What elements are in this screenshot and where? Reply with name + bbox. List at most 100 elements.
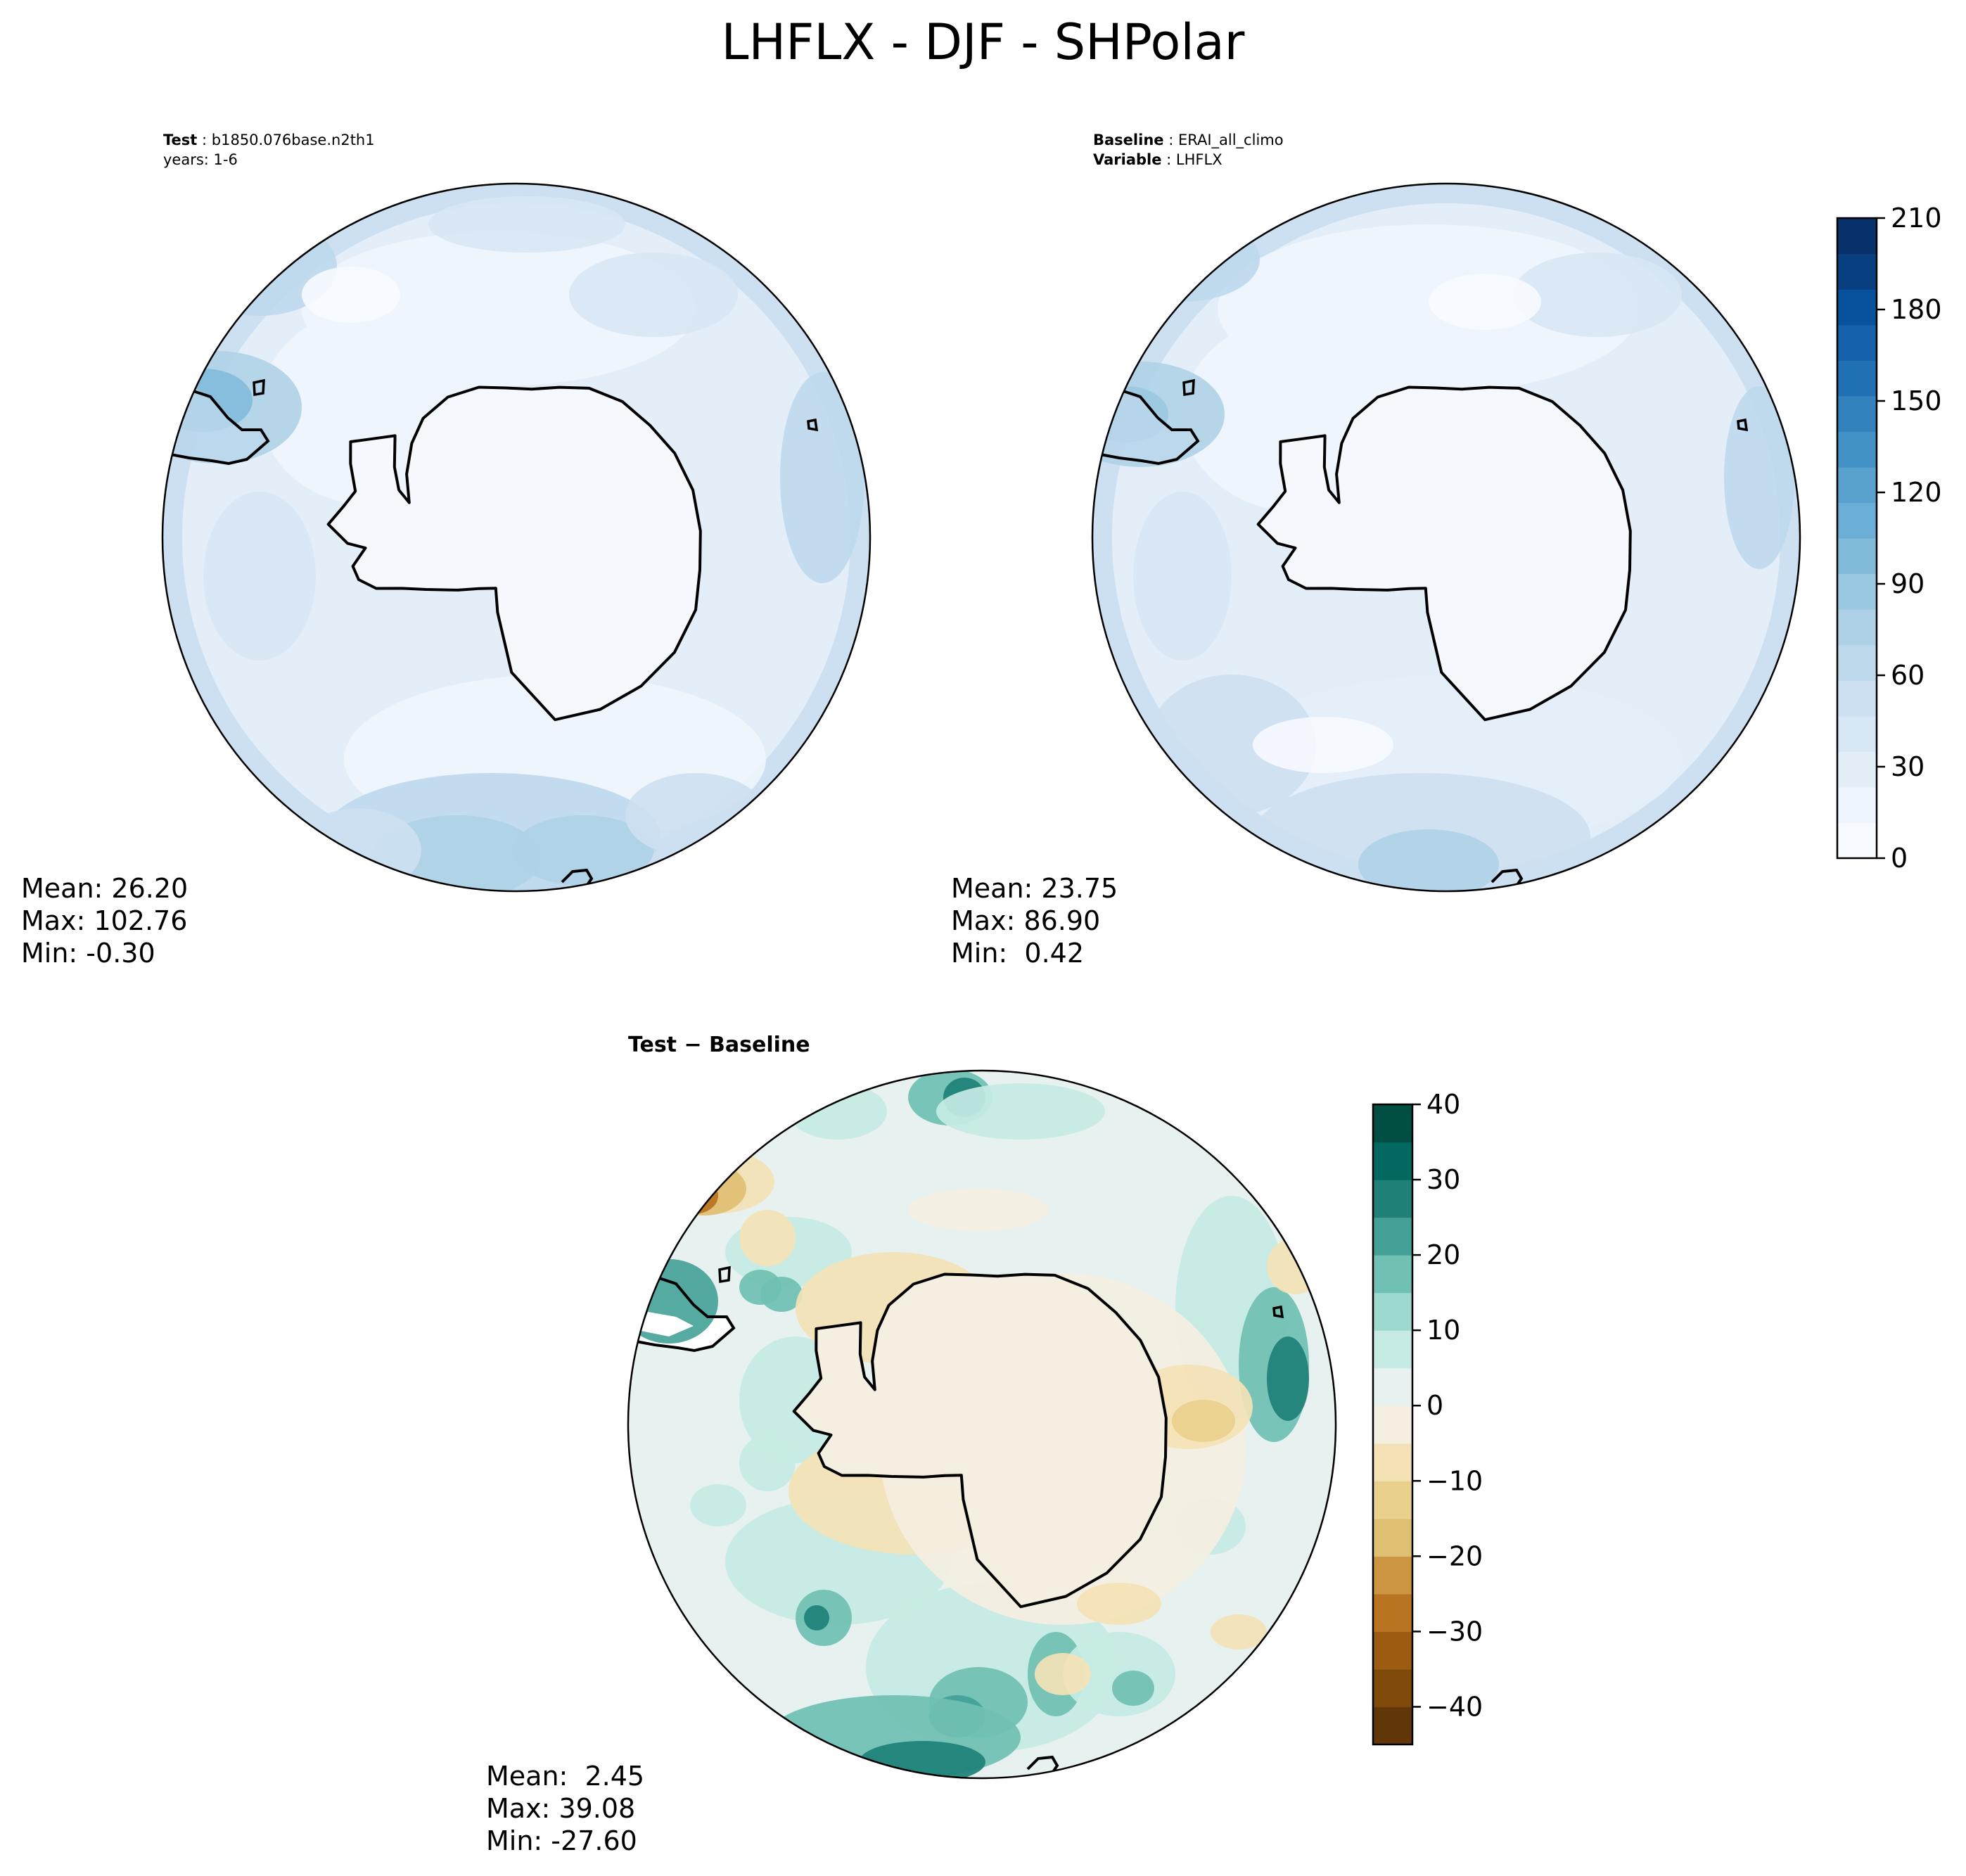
baseline-min: Min: 0.42 <box>951 938 1084 969</box>
antarctica-coastline <box>792 1272 1168 1609</box>
antarctica-fill <box>328 387 701 720</box>
main-colorbar-level-1 <box>1837 786 1877 824</box>
main-colorbar-level-2 <box>1837 751 1877 788</box>
main-colorbar-tick-label: 210 <box>1891 203 1942 234</box>
falklands-coastline <box>718 1265 731 1284</box>
difference-colorbar-level-16 <box>1373 1104 1412 1143</box>
field-test <box>162 184 870 891</box>
difference-colorbar-level-1 <box>1373 1668 1412 1708</box>
baseline-header: Baseline : ERAI_all_climo Variable : LHF… <box>1093 132 1284 168</box>
difference-polar-map <box>627 1069 1337 1780</box>
baseline-max: Max: 86.90 <box>951 905 1101 936</box>
main-colorbar-level-5 <box>1837 644 1877 681</box>
flux-region-6 <box>780 372 864 583</box>
difference-colorbar-tick-label: 20 <box>1426 1239 1460 1270</box>
main-colorbar-level-14 <box>1837 324 1877 361</box>
main-colorbar-level-0 <box>1837 822 1877 859</box>
new-zealand-coastline <box>561 868 594 891</box>
main-colorbar-frame <box>1836 217 1878 860</box>
difference-colorbar-tick-label: −20 <box>1426 1540 1483 1571</box>
negative-anomaly-9 <box>1267 1238 1323 1294</box>
test-min: Min: -0.30 <box>21 938 155 969</box>
map-boundary <box>627 1069 1337 1780</box>
main-colorbar-tick-label: 90 <box>1891 568 1924 599</box>
main-colorbar-tick-label: 30 <box>1891 751 1924 782</box>
flux-region-8 <box>1358 829 1499 891</box>
variable-header-key: Variable <box>1093 151 1162 168</box>
difference-colorbar-level-11 <box>1373 1292 1412 1331</box>
negative-anomaly-12 <box>1211 1614 1267 1650</box>
main-colorbar-level-15 <box>1837 289 1877 326</box>
south-america-fill <box>168 376 267 465</box>
difference-colorbar-frame <box>1372 1103 1414 1746</box>
flux-region-6 <box>1724 386 1794 569</box>
main-colorbar-tick-label: 0 <box>1891 843 1908 874</box>
test-years: years: 1-6 <box>163 151 238 168</box>
difference-colorbar-level-0 <box>1373 1706 1412 1745</box>
negative-anomaly-10 <box>1035 1653 1091 1695</box>
south-america-coastline <box>632 1275 736 1353</box>
flux-region-12 <box>1513 253 1682 337</box>
figure-title: LHFLX - DJF - SHPolar <box>721 13 1245 71</box>
main-colorbar-level-17 <box>1837 218 1877 255</box>
antarctica-fill <box>793 1274 1166 1607</box>
map-boundary <box>161 182 872 893</box>
difference-colorbar-tick-label: 0 <box>1426 1390 1443 1421</box>
difference-colorbar-level-6 <box>1373 1481 1412 1519</box>
main-colorbar-level-4 <box>1837 680 1877 717</box>
difference-colorbar-tick-label: 10 <box>1426 1315 1460 1346</box>
main-colorbar-tick-label: 120 <box>1891 477 1942 508</box>
difference-colorbar-level-15 <box>1373 1142 1412 1180</box>
difference-mean: Mean: 2.45 <box>486 1761 645 1792</box>
falklands-coastline <box>1182 378 1195 397</box>
main-colorbar-level-16 <box>1837 253 1877 290</box>
antarctica-coastline <box>1256 385 1632 722</box>
main-colorbar-level-3 <box>1837 715 1877 752</box>
difference-colorbar-level-10 <box>1373 1330 1412 1369</box>
test-header-key: Test <box>163 132 198 148</box>
new-zealand-coastline <box>1026 1755 1059 1778</box>
difference-colorbar-tick-label: −10 <box>1426 1465 1483 1496</box>
test-stats: Mean: 26.20 Max: 102.76 Min: -0.30 <box>21 872 188 969</box>
negative-anomaly-1 <box>739 1210 796 1266</box>
positive-anomaly-13 <box>804 1605 829 1631</box>
positive-anomaly-3 <box>936 1083 1105 1140</box>
flux-region-9 <box>513 815 653 886</box>
positive-anomaly-21 <box>1112 1671 1154 1706</box>
flux-region-10 <box>1133 492 1232 661</box>
test-max: Max: 102.76 <box>21 905 188 936</box>
difference-colorbar: −40 −30 −20 −10 0 10 20 30 40 <box>1372 1089 1483 1746</box>
negative-anomaly-13 <box>908 1189 1049 1231</box>
difference-colorbar-tick-label: 40 <box>1426 1089 1460 1120</box>
negative-anomaly-8 <box>1172 1400 1235 1442</box>
main-colorbar-tick-label: 150 <box>1891 385 1942 416</box>
positive-anomaly-6 <box>760 1277 803 1312</box>
baseline-header-key: Baseline <box>1093 132 1164 148</box>
baseline-polar-map <box>1091 182 1801 893</box>
flux-region-3 <box>1105 217 1260 302</box>
flux-region-11 <box>295 808 421 891</box>
positive-anomaly-0 <box>789 1083 887 1140</box>
new-zealand-coastline <box>1491 868 1524 891</box>
main-colorbar-level-10 <box>1837 466 1877 504</box>
main-colorbar-tick-label: 180 <box>1891 294 1942 325</box>
baseline-mean: Mean: 23.75 <box>951 873 1118 904</box>
antarctica-fill <box>1258 387 1630 720</box>
test-header: Test : b1850.076base.n2th1 years: 1-6 <box>163 132 375 168</box>
flux-region-13 <box>1429 274 1541 330</box>
flux-region-13 <box>569 253 738 337</box>
negative-anomaly-11 <box>1077 1583 1161 1625</box>
difference-colorbar-level-12 <box>1373 1255 1412 1294</box>
baseline-case-name: ERAI_all_climo <box>1177 132 1284 148</box>
difference-stats: Mean: 2.45 Max: 39.08 Min: -27.60 <box>486 1760 644 1857</box>
difference-title: Test − Baseline <box>628 1033 810 1057</box>
variable-name: LHFLX <box>1175 151 1223 168</box>
main-colorbar-level-9 <box>1837 502 1877 539</box>
flux-region-14 <box>428 196 625 253</box>
difference-colorbar-level-8 <box>1373 1405 1412 1444</box>
main-colorbar-level-8 <box>1837 538 1877 575</box>
difference-colorbar-level-3 <box>1373 1593 1412 1633</box>
island-coastline <box>1737 418 1749 432</box>
south-america-fill <box>1098 376 1196 465</box>
main-colorbar-level-6 <box>1837 609 1877 646</box>
